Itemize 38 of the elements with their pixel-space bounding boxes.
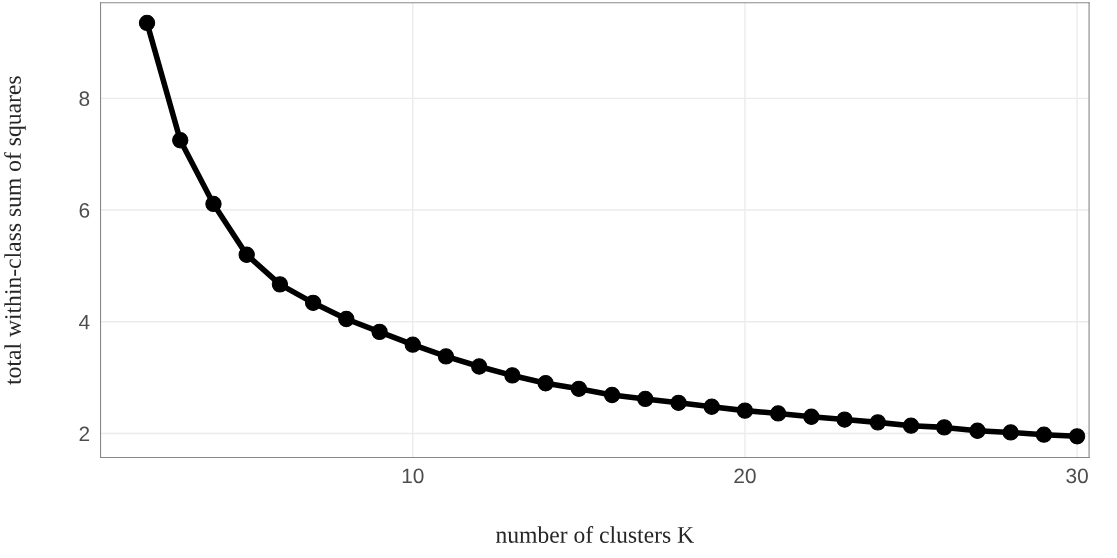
point [703, 398, 720, 415]
point [504, 367, 521, 384]
point [371, 323, 388, 341]
x-axis-title: number of clusters K [496, 526, 694, 543]
point [902, 417, 920, 434]
x-tick-label: 10 [402, 468, 424, 484]
point [803, 408, 820, 425]
x-tick-label: 20 [734, 468, 756, 484]
point [172, 132, 189, 149]
point [271, 276, 289, 293]
point [138, 14, 156, 32]
y-tick-label: 8 [79, 91, 90, 107]
y-tick-label: 4 [79, 315, 90, 330]
point [603, 386, 621, 404]
y-tick-label: 6 [79, 203, 90, 218]
x-tick-label: 30 [1066, 468, 1088, 484]
point [304, 294, 322, 311]
point [936, 419, 953, 436]
point [969, 422, 986, 439]
point [537, 375, 554, 392]
point [1002, 424, 1019, 441]
point [1035, 426, 1053, 443]
point [404, 336, 421, 353]
point [770, 405, 787, 422]
point [736, 402, 754, 419]
point [205, 195, 222, 213]
y-axis-title: total within-class sum of squares [4, 76, 26, 385]
point [670, 394, 687, 411]
point [471, 358, 488, 375]
point [836, 411, 853, 428]
y-tick-label: 2 [79, 426, 90, 442]
point [1068, 428, 1086, 445]
point [437, 348, 455, 365]
point [637, 390, 654, 408]
point [869, 414, 886, 431]
point [338, 310, 355, 328]
point [570, 380, 588, 397]
point [238, 246, 255, 263]
